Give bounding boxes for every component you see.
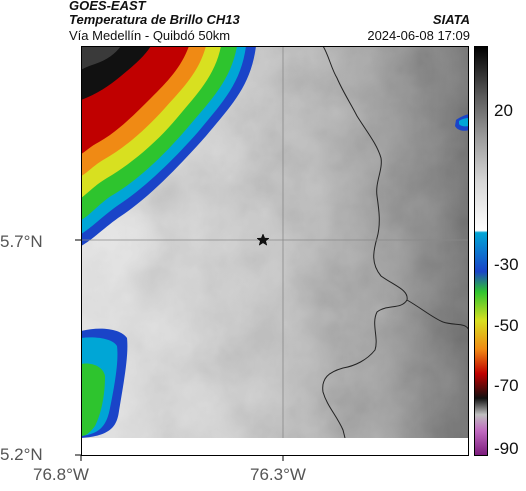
boundary-line-east (406, 299, 469, 331)
cold-cloud-southwest (81, 328, 128, 438)
lon-tick-76.3: 76.3°W (250, 465, 306, 484)
org-label: SIATA (432, 12, 470, 27)
colorbar-tick-20: 20 (494, 101, 513, 120)
location-star-marker (256, 233, 270, 246)
colorbar (474, 46, 488, 456)
colorbar-tick-minus30: -30 (494, 255, 519, 274)
cold-cloud-northwest (81, 46, 256, 246)
lat-tick-5.7: 5.7°N (0, 232, 43, 251)
lon-tick-76.8: 76.8°W (33, 465, 89, 484)
map-frame (81, 46, 469, 456)
title-product: Temperatura de Brillo CH13 (69, 12, 240, 27)
subtitle-route: Vía Medellín - Quibdó 50km (69, 28, 231, 43)
colorbar-tick-minus50: -50 (494, 316, 519, 335)
colorbar-tick-minus70: -70 (494, 376, 519, 395)
lat-tick-5.2: 5.2°N (0, 445, 43, 464)
timestamp: 2024-06-08 17:09 (367, 28, 470, 43)
satellite-map (81, 46, 469, 456)
cold-cloud-east (455, 114, 469, 131)
lat-tick-marks (75, 239, 81, 456)
lon-tick-marks (80, 455, 284, 461)
colorbar-tick-minus90: -90 (494, 439, 519, 458)
title-satellite: GOES-EAST (69, 0, 146, 13)
boundary-line (322, 46, 408, 438)
